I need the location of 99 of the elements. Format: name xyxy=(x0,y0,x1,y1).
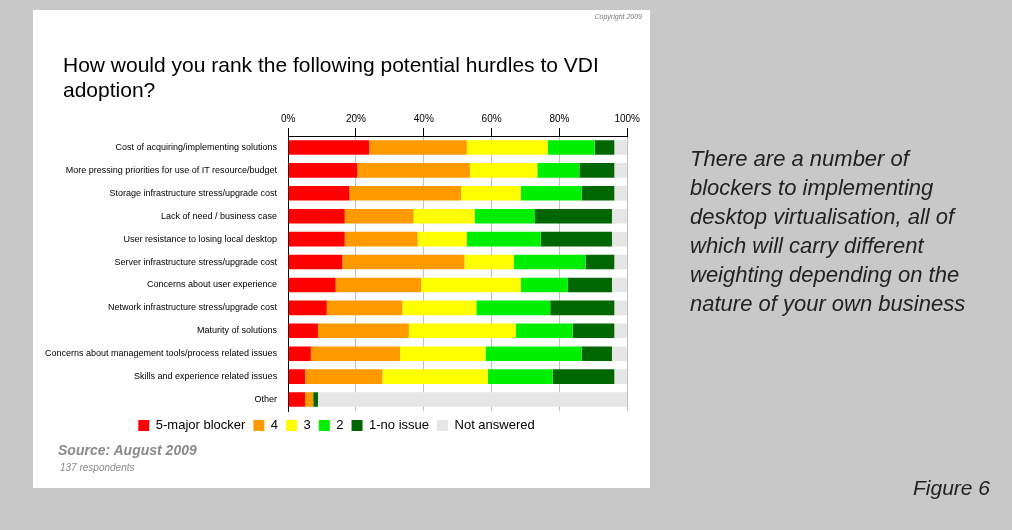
bar xyxy=(288,277,336,293)
bar xyxy=(464,254,514,270)
y-tick-label: Storage infrastructure stress/upgrade cost xyxy=(109,187,278,198)
bar xyxy=(342,254,465,270)
bar xyxy=(288,185,350,201)
bar xyxy=(288,163,358,178)
x-tick-label: 40% xyxy=(413,112,434,124)
bar xyxy=(515,323,573,339)
bar xyxy=(534,208,612,224)
legend-label: 5-major blocker xyxy=(155,417,247,433)
bar xyxy=(344,231,418,247)
bar xyxy=(614,140,628,155)
bar xyxy=(417,231,467,247)
bar xyxy=(520,277,568,293)
bar xyxy=(288,140,370,155)
bar xyxy=(317,392,628,407)
bar xyxy=(487,369,553,384)
bar xyxy=(476,300,551,316)
bar xyxy=(317,323,409,339)
x-tick-label: 100% xyxy=(614,112,641,124)
bar xyxy=(326,300,403,316)
bar xyxy=(520,185,582,201)
bar xyxy=(581,185,615,201)
bar xyxy=(305,369,383,384)
bar xyxy=(581,346,612,362)
y-tick-label: User resistance to losing local desktop xyxy=(123,233,278,244)
bar xyxy=(400,346,486,362)
bar xyxy=(288,369,306,384)
bar xyxy=(540,231,612,247)
bar xyxy=(585,254,615,270)
bar xyxy=(466,140,548,155)
bar xyxy=(288,208,345,224)
bar xyxy=(614,185,628,201)
bar xyxy=(513,254,586,270)
x-tick-label: 0% xyxy=(280,112,296,124)
bar xyxy=(469,163,538,178)
bar xyxy=(310,346,401,362)
bar xyxy=(421,277,521,293)
bar xyxy=(288,346,311,362)
bar xyxy=(474,208,535,224)
x-tick-label: 80% xyxy=(549,112,570,124)
bar xyxy=(572,323,615,339)
y-tick-label: Maturity of solutions xyxy=(197,325,278,336)
bar xyxy=(552,369,615,384)
bar xyxy=(461,185,521,201)
text: There are a number of blockers to implementing desktop virtualisation, all of which will carry different weighting depending on the nature of your own business xyxy=(690,145,967,318)
bar xyxy=(288,254,343,270)
bar xyxy=(567,277,612,293)
x-tick-label: 20% xyxy=(345,112,367,124)
legend-label: 2 xyxy=(336,417,344,433)
text: 137 respondents xyxy=(60,462,135,473)
bar xyxy=(547,140,595,155)
y-tick-label: Lack of need / business case xyxy=(161,210,278,221)
bar xyxy=(313,392,318,407)
bar xyxy=(579,163,615,178)
y-tick-label: More pressing priorities for use of IT resource/budget xyxy=(65,164,278,175)
bar xyxy=(402,300,477,316)
bar xyxy=(382,369,488,384)
legend-label: 4 xyxy=(270,417,279,433)
y-tick-label: Concerns about user experience xyxy=(147,279,278,290)
bar xyxy=(288,323,318,339)
y-tick-label: Concerns about management tools/process related issues xyxy=(44,348,278,359)
legend-label: 1-no issue xyxy=(369,417,430,433)
bar xyxy=(614,163,628,178)
y-tick-label: Other xyxy=(254,394,278,405)
bar xyxy=(611,231,628,247)
bar xyxy=(614,254,628,270)
bar xyxy=(288,392,306,407)
bar xyxy=(344,208,414,224)
bar xyxy=(349,185,462,201)
y-tick-label: Network infrastructure stress/upgrade cost xyxy=(108,302,278,313)
bar xyxy=(611,208,628,224)
bar xyxy=(305,392,314,407)
x-tick-label: 60% xyxy=(481,112,502,124)
bar xyxy=(614,369,628,384)
bar xyxy=(413,208,475,224)
bar xyxy=(594,140,615,155)
bar xyxy=(335,277,422,293)
bar xyxy=(369,140,467,155)
chart-title: How would you rank the following potential hurdles to VDI adoption? xyxy=(63,52,600,102)
bar xyxy=(288,300,327,316)
bar xyxy=(611,277,628,293)
bar xyxy=(357,163,470,178)
bar xyxy=(614,300,628,316)
y-tick-label: Cost of acquiring/implementing solutions xyxy=(115,141,278,152)
y-tick-label: Skills and experience related issues xyxy=(134,371,278,382)
bar xyxy=(466,231,541,247)
legend-label: Not answered xyxy=(454,417,535,433)
bar xyxy=(408,323,516,339)
y-tick-label: Server infrastructure stress/upgrade cost xyxy=(114,256,278,267)
bar xyxy=(611,346,628,362)
legend-label: 3 xyxy=(303,417,311,433)
bar xyxy=(614,323,628,339)
bar xyxy=(537,163,580,178)
caption: Figure 6 xyxy=(912,476,990,500)
bar xyxy=(288,231,345,247)
source-note: Source: August 2009 xyxy=(58,442,197,458)
bar xyxy=(550,300,615,316)
bar xyxy=(485,346,582,362)
